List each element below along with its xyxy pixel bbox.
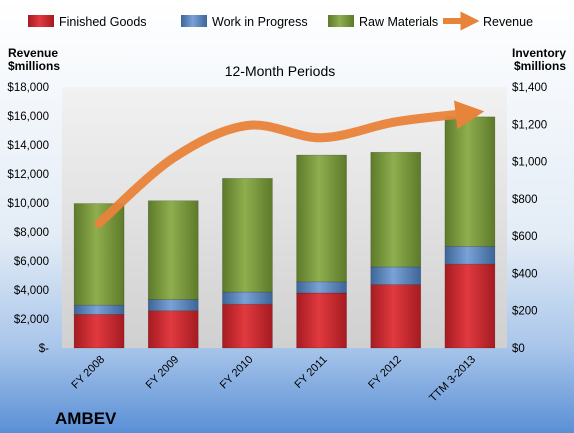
revenue-series: [94, 100, 485, 228]
y-right-tick-label: $1,400: [512, 82, 547, 94]
bar-raw-materials: [147, 200, 199, 300]
legend-label-finished-goods: Finished Goods: [59, 15, 147, 29]
y-right-tick-label: $600: [512, 231, 538, 243]
legend-swatch-finished-goods: [28, 15, 54, 27]
y-left-tick-label: $16,000: [7, 111, 49, 123]
chart-subtitle: 12-Month Periods: [225, 63, 336, 79]
y-left-label-line-1: Revenue: [8, 46, 58, 60]
y-right-tick-label: $400: [512, 268, 538, 280]
company-name: AMBEV: [55, 409, 117, 428]
bar-work-in-progress: [222, 291, 273, 305]
y-left-tick-label: $2,000: [14, 314, 49, 326]
bar-finished-goods: [73, 314, 125, 349]
y-left-tick-label: $12,000: [7, 169, 49, 181]
legend: Finished Goods Work in Progress Raw Mate…: [28, 11, 533, 31]
legend-label-raw-materials: Raw Materials: [359, 15, 438, 29]
bar-finished-goods: [222, 303, 273, 349]
bar-finished-goods: [444, 263, 496, 349]
stacked-bars: [73, 116, 496, 349]
y-right-tick-label: $1,000: [512, 157, 547, 169]
legend-swatch-work-in-progress: [181, 15, 207, 27]
y-right-tick-label: $200: [512, 306, 538, 318]
bar-work-in-progress: [147, 299, 199, 312]
y-right-tick-label: $0: [512, 343, 525, 355]
y-left-tick-label: $10,000: [7, 198, 49, 210]
bar-work-in-progress: [73, 304, 125, 315]
bar-raw-materials: [444, 116, 496, 247]
bar-raw-materials: [370, 151, 422, 268]
legend-label-revenue: Revenue: [483, 15, 533, 29]
bar-finished-goods: [370, 284, 422, 349]
y-left-tick-label: $18,000: [7, 82, 49, 94]
y-left-tick-label: $6,000: [14, 256, 49, 268]
legend-swatch-raw-materials: [328, 15, 354, 27]
y-left-tick-label: $14,000: [7, 140, 49, 152]
legend-label-work-in-progress: Work in Progress: [212, 15, 308, 29]
y-left-label-line-2: $millions: [8, 59, 60, 73]
y-left-tick-label: $4,000: [14, 285, 49, 297]
y-right-tick-label: $1,200: [512, 119, 547, 131]
bar-finished-goods: [296, 292, 347, 349]
bar-raw-materials: [222, 178, 273, 293]
y-right-label-line-1: Inventory: [512, 46, 566, 60]
bar-work-in-progress: [444, 246, 496, 265]
bar-raw-materials: [296, 154, 347, 283]
bar-work-in-progress: [296, 281, 347, 294]
revenue-line: [94, 100, 485, 228]
y-right-tick-label: $800: [512, 194, 538, 206]
bar-finished-goods: [147, 310, 199, 349]
y-left-tick-label: $-: [39, 343, 49, 355]
bar-work-in-progress: [370, 266, 422, 285]
y-left-tick-labels: $- $2,000 $4,000 $6,000 $8,000 $10,000 $12,000…: [7, 82, 49, 355]
y-right-label-line-2: $millions: [514, 59, 566, 73]
y-right-tick-labels: $0 $200 $400 $600 $800 $1,000 $1,200 $1,400: [512, 82, 547, 355]
y-left-tick-label: $8,000: [14, 227, 49, 239]
